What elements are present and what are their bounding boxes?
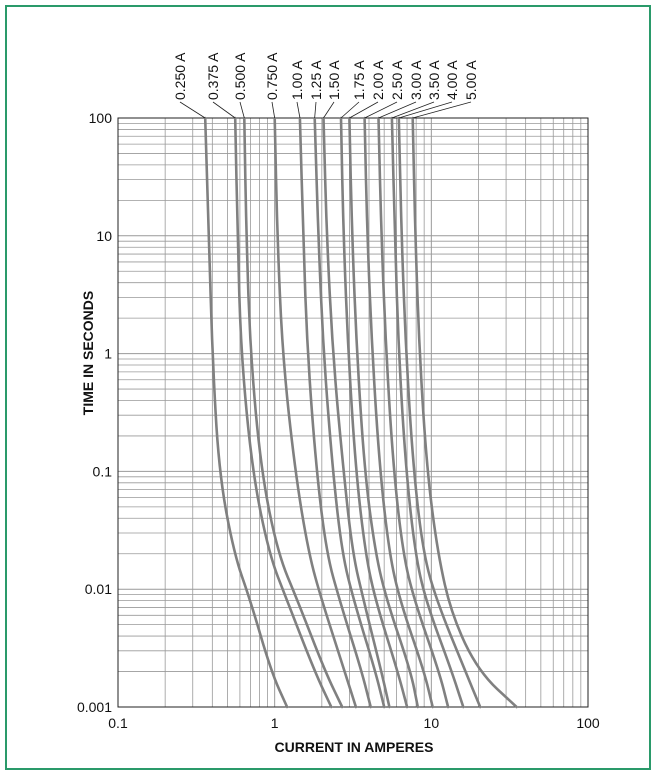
y-tick-label: 0.1 xyxy=(93,463,113,479)
series-label: 4.00 A xyxy=(444,60,460,100)
label-leader xyxy=(412,101,472,119)
label-leader xyxy=(296,101,301,119)
series-curve xyxy=(233,116,333,709)
label-leader xyxy=(314,101,317,119)
series-curve xyxy=(339,116,409,709)
label-leader xyxy=(179,101,206,119)
y-tick-label: 100 xyxy=(89,110,113,126)
series-curve xyxy=(411,116,518,709)
series-label: 1.50 A xyxy=(326,60,342,100)
label-leader xyxy=(391,101,435,119)
series-curve xyxy=(322,116,391,709)
label-leaders xyxy=(179,101,472,119)
label-leader xyxy=(271,101,276,119)
label-leader xyxy=(212,101,236,119)
series-curve xyxy=(363,116,434,709)
series-label: 0.375 A xyxy=(205,52,221,100)
series-label: 0.500 A xyxy=(232,52,248,100)
chart-frame xyxy=(5,5,651,770)
x-tick-label: 0.1 xyxy=(108,715,128,731)
series-label: 5.00 A xyxy=(463,60,479,100)
series-curve xyxy=(377,116,450,709)
y-tick-label: 0.01 xyxy=(85,581,112,597)
series-label: 1.75 A xyxy=(351,60,367,100)
series-label: 2.50 A xyxy=(389,60,405,100)
series-curve xyxy=(313,116,386,709)
x-tick-label: 100 xyxy=(576,715,600,731)
series-label: 3.00 A xyxy=(408,60,424,100)
y-tick-label: 0.001 xyxy=(77,699,112,715)
label-leader xyxy=(398,101,453,119)
label-leader xyxy=(239,101,245,119)
series-label: 3.50 A xyxy=(426,60,442,100)
series-curve xyxy=(390,116,465,709)
x-axis-title: CURRENT IN AMPERES xyxy=(275,739,434,755)
series-label: 0.250 A xyxy=(172,52,188,100)
y-tick-label: 1 xyxy=(104,346,112,362)
tick-labels: 0.1 1 10 100 100 10 1 0.1 0.01 0.001 xyxy=(77,110,600,731)
label-leader xyxy=(340,101,360,119)
series-curve xyxy=(243,116,344,709)
label-leader xyxy=(364,101,398,119)
series-curve xyxy=(298,116,372,709)
x-tick-label: 10 xyxy=(424,715,440,731)
series-label: 1.00 A xyxy=(289,60,305,100)
curves xyxy=(203,116,518,709)
series-label: 1.25 A xyxy=(308,60,324,100)
label-leader xyxy=(323,101,335,119)
series-curve xyxy=(203,116,289,709)
label-leader xyxy=(349,101,379,119)
plot-border xyxy=(117,117,589,708)
series-curve xyxy=(348,116,420,709)
series-labels: 0.250 A 0.375 A 0.500 A 0.750 A 1.00 A 1.25 A… xyxy=(172,52,479,100)
y-axis-title: TIME IN SECONDS xyxy=(80,291,96,415)
series-label: 2.00 A xyxy=(370,60,386,100)
label-leader xyxy=(378,101,417,119)
series-label: 0.750 A xyxy=(264,52,280,100)
y-tick-label: 10 xyxy=(96,228,112,244)
x-tick-label: 1 xyxy=(271,715,279,731)
series-curve xyxy=(273,116,358,709)
series-curve xyxy=(397,116,482,709)
